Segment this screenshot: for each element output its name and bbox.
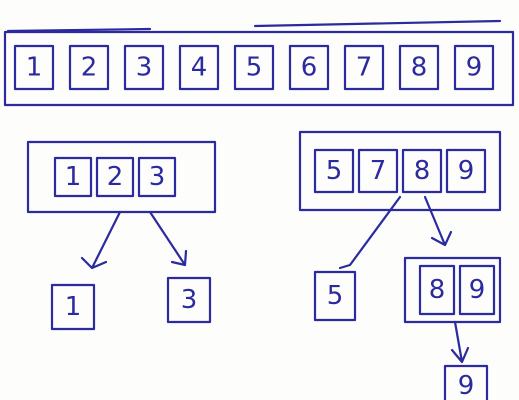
cell-box [68,44,110,91]
cell-label: 8 [429,275,446,305]
cell-box [343,44,385,91]
cell-label: 9 [469,275,486,305]
cell-label: 7 [356,53,373,83]
cell-box [178,44,220,91]
right-subgroup-box [403,256,502,324]
cell-box [53,156,93,198]
arrow [338,195,402,270]
cell-label: 1 [65,292,82,322]
cell-label: 4 [191,53,208,83]
cell-label: 9 [458,371,475,400]
left-group-box [26,140,217,214]
cell-box [313,270,357,322]
cell-label: 8 [414,156,431,186]
cell-label: 8 [411,53,428,83]
arrow [423,195,453,247]
cell-label: 9 [458,156,475,186]
cell-label: 9 [466,53,483,83]
cell-box [137,156,177,198]
top-stroke [6,27,152,33]
cell-label: 6 [301,53,318,83]
cell-box [401,148,443,194]
cell-label: 5 [327,281,344,311]
cell-box [443,364,489,400]
cell-box [95,156,135,198]
cell-box [13,44,55,91]
cell-label: 7 [370,156,387,186]
cell-box [123,44,165,91]
cell-label: 2 [81,53,98,83]
arrow [450,320,470,364]
cell-box [166,276,212,324]
cell-box [458,264,496,316]
cell-box [288,44,330,91]
cell-box [398,44,440,91]
cell-label: 2 [107,162,124,192]
cell-box [357,148,399,194]
cell-label: 3 [181,285,198,315]
cell-box [453,44,495,91]
arrow [148,210,188,267]
cell-label: 3 [149,162,166,192]
top-stroke [253,19,502,28]
cell-label: 5 [326,156,343,186]
arrow [80,210,122,270]
cell-label: 3 [136,53,153,83]
cell-box [233,44,275,91]
cell-label: 1 [26,53,43,83]
top-array-box [3,30,515,107]
cell-box [50,283,96,331]
cell-box [313,148,355,194]
cell-label: 1 [65,162,82,192]
right-group-box [298,130,502,212]
cell-box [445,148,487,194]
cell-box [418,264,456,316]
cell-label: 5 [246,53,263,83]
